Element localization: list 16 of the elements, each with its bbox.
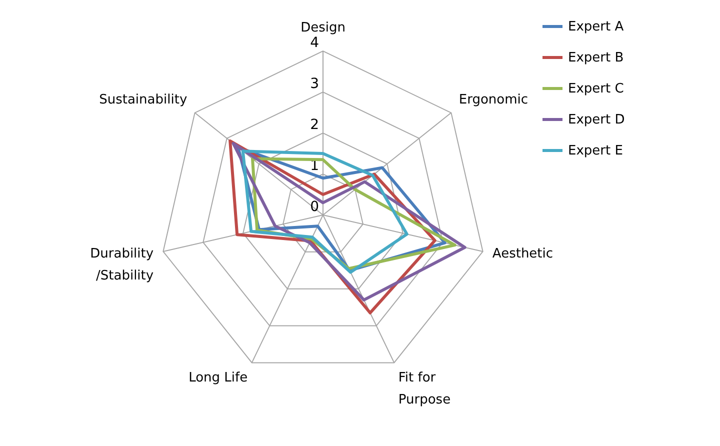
spoke-label: Fit for Purpose [398, 370, 451, 408]
legend-label: Expert B [568, 50, 624, 66]
spoke-label: Ergonomic [458, 92, 528, 108]
legend-label: Expert D [568, 112, 625, 128]
spoke-label: Long Life [188, 370, 248, 386]
y-tick-label: 2 [310, 117, 319, 134]
y-tick-label: 4 [310, 35, 320, 52]
spoke-label: Sustainability [99, 92, 188, 108]
y-tick-label: 0 [310, 199, 319, 215]
legend-label: Expert E [568, 144, 623, 158]
spoke-label: Design [300, 20, 346, 36]
spoke-label: Durability /Stability [90, 246, 154, 284]
y-tick-label: 3 [310, 76, 319, 92]
legend-label: Expert C [568, 82, 624, 96]
legend-label: Expert A [568, 20, 624, 34]
spoke-label: Aesthetic [492, 246, 554, 262]
